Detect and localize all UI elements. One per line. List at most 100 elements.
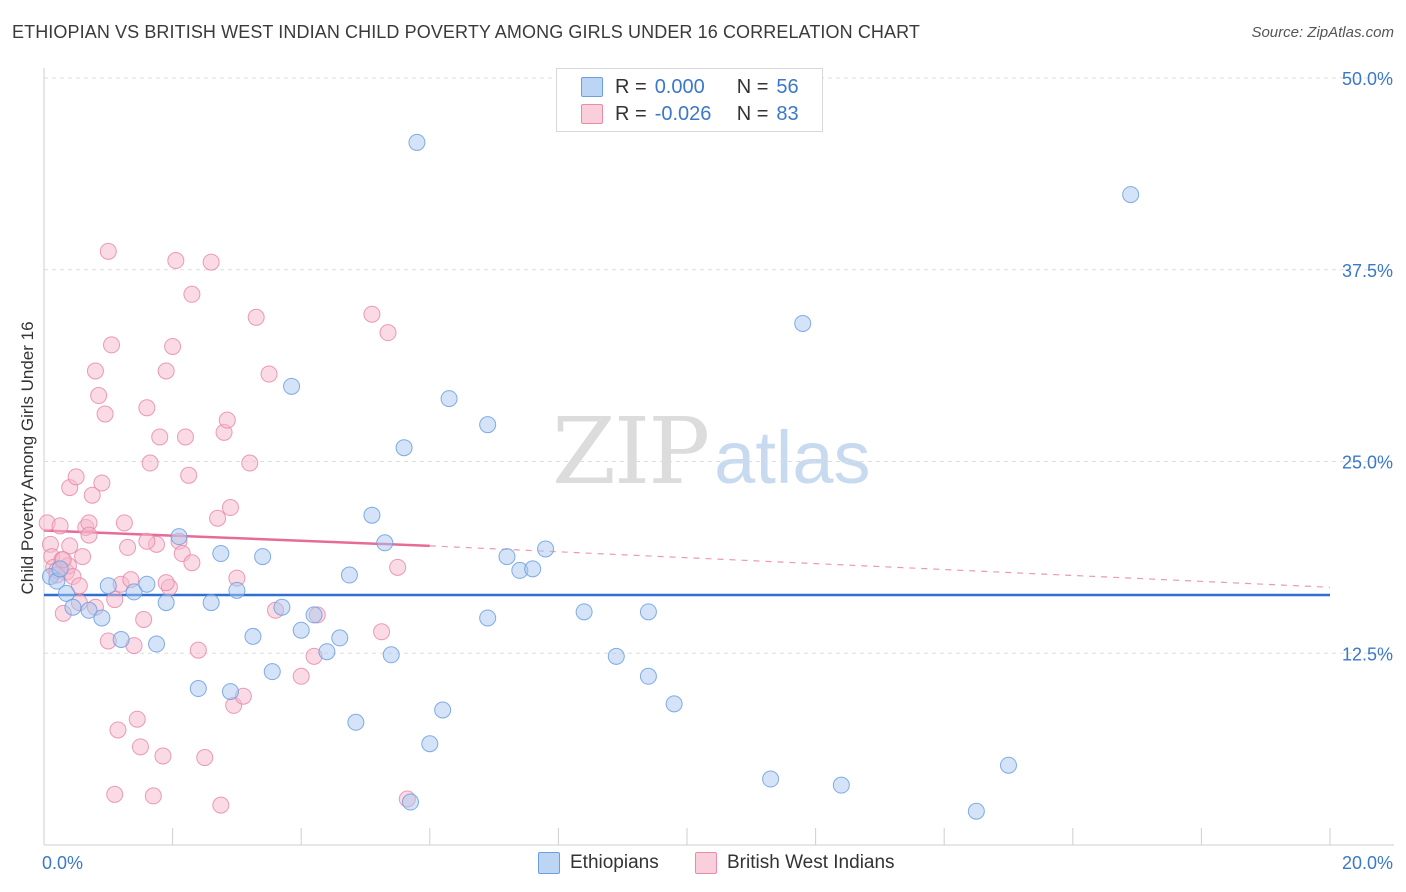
ethiopian-point [639, 667, 657, 685]
axes [43, 68, 1394, 846]
british-west-indian-point [260, 365, 278, 383]
british-west-indian-point [74, 548, 92, 566]
legend-row-british-west-indians: R = -0.026 N = 83 [581, 101, 799, 127]
ethiopian-point [221, 683, 239, 701]
british-west-indian-point [135, 611, 153, 629]
british-west-indian-point [80, 526, 98, 544]
ethiopian-point [639, 603, 657, 621]
british-west-indians-trend-line [43, 529, 430, 548]
british-west-indian-point [202, 253, 220, 271]
ethiopian-point [99, 577, 117, 595]
ethiopian-point [421, 735, 439, 753]
british-west-indian-point [86, 362, 104, 380]
ethiopian-point [305, 606, 323, 624]
british-west-indian-point [93, 474, 111, 492]
legend-r-value: -0.026 [654, 102, 712, 125]
ethiopian-point [479, 609, 497, 627]
ethiopian-point [212, 545, 230, 563]
british-west-indian-point [189, 641, 207, 659]
chart-title: ETHIOPIAN VS BRITISH WEST INDIAN CHILD P… [12, 22, 920, 42]
british-west-indian-point [106, 785, 124, 803]
legend-r-value: 0.000 [654, 75, 705, 98]
british-west-indian-point [96, 405, 114, 423]
ethiopian-point [244, 627, 262, 645]
ethiopian-point [395, 439, 413, 457]
british-west-indian-point [51, 517, 69, 535]
ethiopian-point [93, 609, 111, 627]
ethiopian-point [263, 663, 281, 681]
british-west-indian-point [70, 577, 88, 595]
british-west-indian-point [218, 411, 236, 429]
ethiopian-point [228, 581, 246, 599]
british-west-indian-point [164, 337, 182, 355]
ethiopian-point [434, 701, 452, 719]
british-west-indian-point [154, 747, 172, 765]
grid-lines [44, 77, 1394, 654]
legend-swatch-blue [581, 77, 603, 97]
british-west-indian-point [209, 509, 227, 527]
british-west-indian-point [90, 387, 108, 405]
ethiopian-point [51, 560, 69, 578]
british-west-indian-point [379, 324, 397, 342]
british-west-indian-point [103, 336, 121, 354]
ethiopian-point [575, 603, 593, 621]
ethiopian-point [408, 133, 426, 151]
legend-swatch-pink [695, 852, 717, 874]
ethiopian-point [440, 390, 458, 408]
british-west-indian-point [247, 308, 265, 326]
y-tick-label: 50.0% [1342, 69, 1393, 89]
ethiopian-point [382, 646, 400, 664]
ethiopian-point [402, 793, 420, 811]
british-west-indian-point [389, 558, 407, 576]
british-west-indian-point [363, 305, 381, 323]
tick-labels: 12.5% 25.0% 37.5% 50.0% 0.0% 20.0% [42, 69, 1393, 873]
ethiopian-point [64, 598, 82, 616]
ethiopian-point [347, 713, 365, 731]
y-tick-label: 37.5% [1342, 261, 1393, 281]
source-label: Source: ZipAtlas.com [1251, 24, 1394, 41]
british-west-indian-point [157, 362, 175, 380]
british-west-indian-point [138, 399, 156, 417]
ethiopian-point [331, 629, 349, 647]
ethiopian-point [318, 643, 336, 661]
british-west-indian-point [157, 574, 175, 592]
legend-row-ethiopians: R = 0.000 N = 56 [581, 74, 799, 100]
legend-label-british-west-indians: British West Indians [727, 852, 895, 873]
british-west-indian-point [144, 787, 162, 805]
british-west-indian-point [241, 454, 259, 472]
x-tick-label: 0.0% [42, 853, 83, 873]
ethiopian-point [762, 770, 780, 788]
ethiopian-point [292, 621, 310, 639]
ethiopian-point [189, 680, 207, 698]
british-west-indian-point [131, 738, 149, 756]
british-west-indian-point [212, 796, 230, 814]
ethiopian-point [1122, 186, 1140, 204]
ethiopian-point [1000, 756, 1017, 774]
ethiopian-point [202, 594, 220, 612]
british-west-indian-point [183, 285, 201, 303]
british-west-indian-point [67, 468, 85, 486]
ethiopian-point [138, 575, 156, 593]
ethiopian-point [148, 635, 166, 653]
british-west-indian-point [106, 591, 124, 609]
legend-n-value: 83 [776, 102, 799, 125]
ethiopian-point [254, 548, 272, 566]
ethiopian-point [376, 534, 394, 552]
british-west-indian-point [151, 428, 169, 446]
legend-swatch-blue [538, 852, 560, 874]
legend-r-label: R = [615, 102, 647, 125]
british-west-indian-point [180, 466, 198, 484]
british-west-indian-point [128, 710, 146, 728]
ethiopian-point [607, 647, 625, 665]
british-west-indian-point [109, 721, 127, 739]
ethiopian-point [58, 584, 76, 602]
ethiopian-point [363, 506, 381, 524]
british-west-indian-point [61, 537, 79, 555]
y-axis-label: Child Poverty Among Girls Under 16 [18, 321, 37, 595]
ethiopian-point [537, 540, 555, 558]
ethiopian-point [524, 560, 542, 578]
british-west-indian-point [221, 499, 239, 517]
british-west-indians-trend-extension [429, 545, 1331, 588]
watermark-zip: ZIP [552, 398, 710, 505]
